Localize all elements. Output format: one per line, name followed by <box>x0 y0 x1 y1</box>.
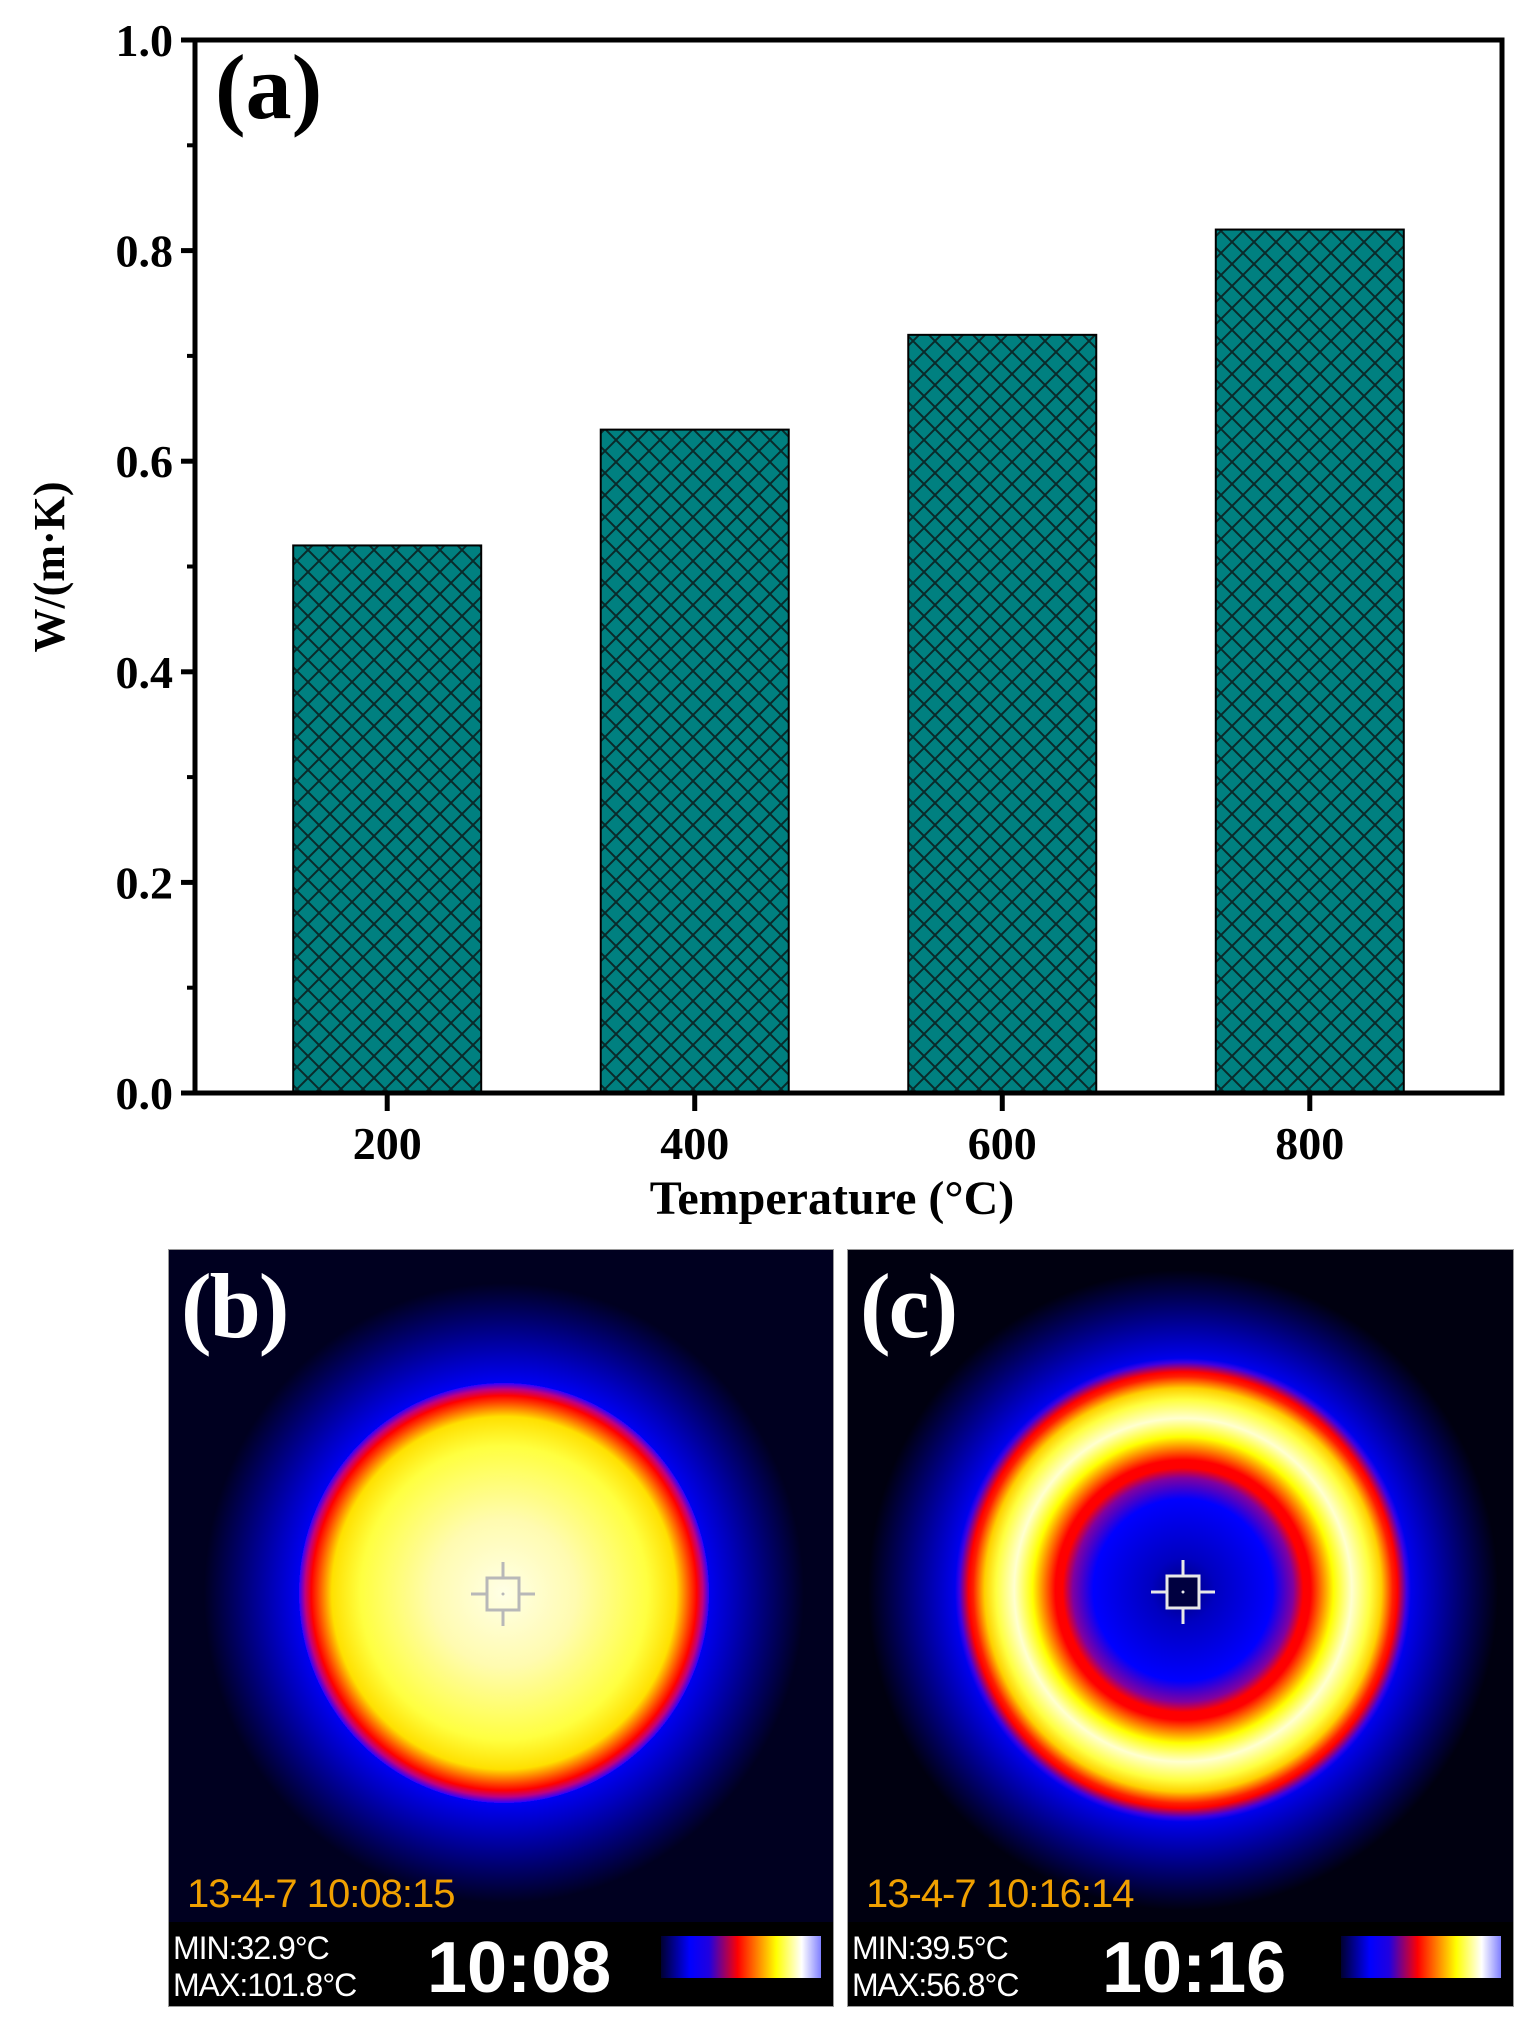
y-axis-title: W/(m·K) <box>25 481 74 652</box>
min-temperature: MIN:32.9°C <box>173 1930 330 1966</box>
timestamp: 13-4-7 10:16:14 <box>866 1872 1134 1916</box>
color-scale-bar <box>1341 1936 1501 1978</box>
crosshair-icon <box>1151 1560 1215 1624</box>
bar-400 <box>599 428 790 1094</box>
x-axis-title: Temperature (°C) <box>650 1172 1014 1225</box>
crosshair-icon <box>471 1562 535 1626</box>
clock: 10:08 <box>427 1928 612 2007</box>
panel-label-b: (b) <box>181 1255 289 1357</box>
thermal-image-c: (c) 13-4-7 10:16:14 MIN:39.5°C MAX:56.8°… <box>847 1249 1514 2007</box>
min-max-readout: MIN:32.9°C MAX:101.8°C <box>173 1930 357 2004</box>
timestamp: 13-4-7 10:08:15 <box>187 1872 455 1916</box>
y-tick-label: 1.0 <box>116 15 174 66</box>
y-tick-label: 0.0 <box>116 1068 174 1119</box>
bar-200 <box>292 544 483 1094</box>
y-tick-label: 0.6 <box>116 436 174 487</box>
bar-800 <box>1214 228 1405 1095</box>
panel-label-c: (c) <box>860 1255 958 1357</box>
y-tick-label: 0.2 <box>116 857 174 908</box>
x-tick-label: 400 <box>660 1118 729 1169</box>
max-temperature: MAX:56.8°C <box>852 1967 1019 2003</box>
bar-chart: 0.0 0.2 0.4 0.6 0.8 1.0 200 400 600 800 (a) Temp… <box>25 15 1505 1225</box>
y-tick-label: 0.4 <box>116 647 174 698</box>
y-tick-label: 0.8 <box>116 226 174 277</box>
x-tick-label: 600 <box>968 1118 1037 1169</box>
bars-group <box>292 228 1405 1095</box>
panel-label-a: (a) <box>215 36 322 138</box>
min-max-readout: MIN:39.5°C MAX:56.8°C <box>852 1930 1019 2004</box>
y-axis-ticks: 0.0 0.2 0.4 0.6 0.8 1.0 <box>116 15 195 1119</box>
max-temperature: MAX:101.8°C <box>173 1967 357 2003</box>
x-tick-label: 800 <box>1275 1118 1344 1169</box>
x-tick-label: 200 <box>353 1118 422 1169</box>
x-axis-ticks: 200 400 600 800 <box>353 1093 1344 1169</box>
bar-600 <box>907 333 1098 1094</box>
color-scale-bar <box>661 1936 821 1978</box>
thermal-image-b: (b) 13-4-7 10:08:15 MIN:32.9°C MAX:101.8… <box>168 1249 834 2007</box>
min-temperature: MIN:39.5°C <box>852 1930 1009 1966</box>
clock: 10:16 <box>1102 1928 1287 2007</box>
thermal-field-disk <box>169 1250 833 2006</box>
thermal-field-ring <box>848 1250 1513 2006</box>
